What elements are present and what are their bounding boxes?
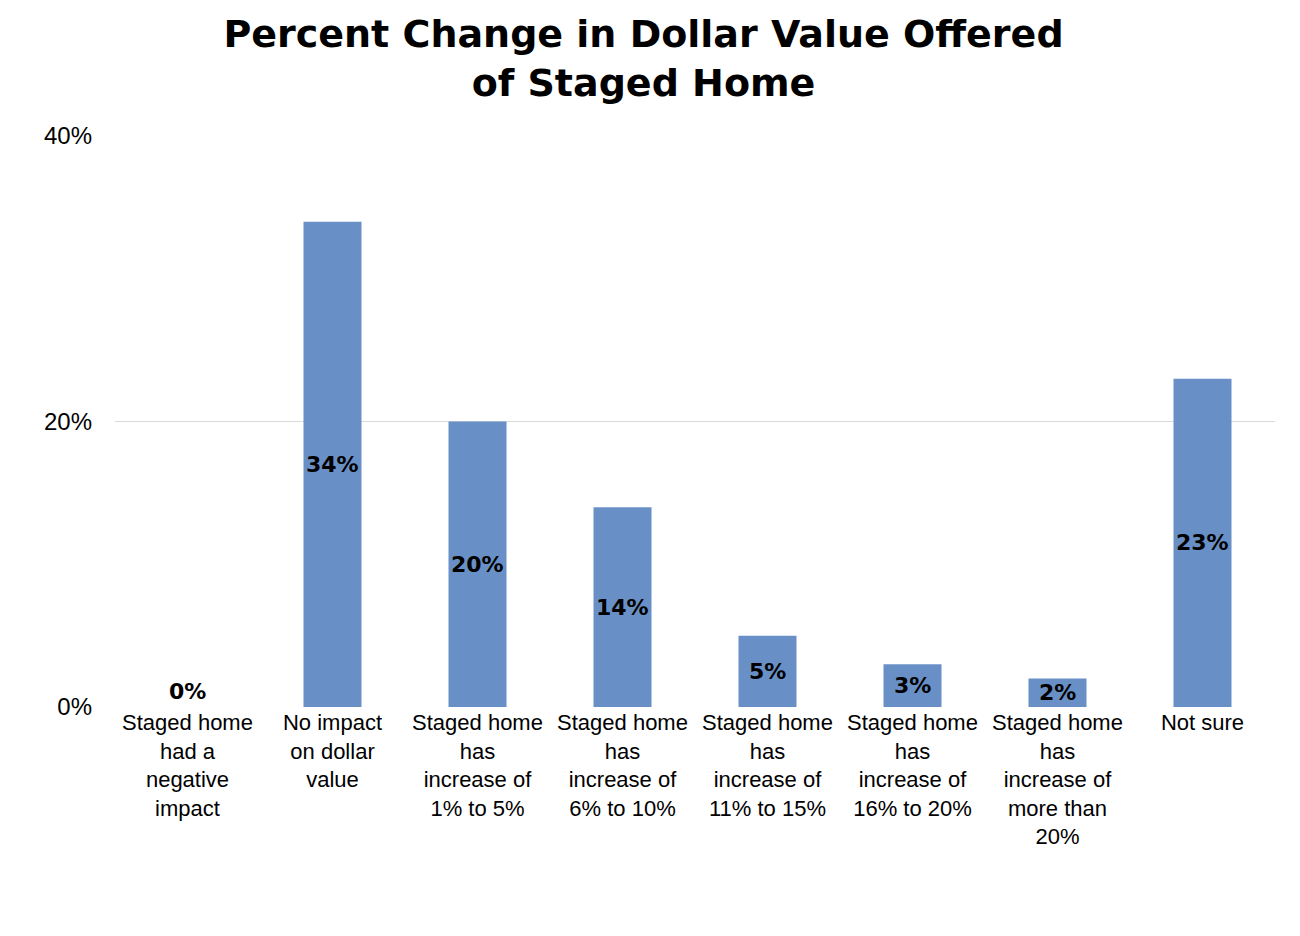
svg-text:23%: 23% [1176,530,1229,555]
svg-text:Staged homehasincrease of11% t: Staged homehasincrease of11% to 15% [702,710,833,821]
svg-text:34%: 34% [306,452,359,477]
svg-text:Staged homehad anegativeimpact: Staged homehad anegativeimpact [122,710,253,821]
svg-text:5%: 5% [749,659,786,684]
svg-text:14%: 14% [596,595,649,620]
svg-text:Staged homehasincrease of1% to: Staged homehasincrease of1% to 5% [412,710,543,821]
svg-text:0%: 0% [169,679,206,704]
svg-text:Percent Change in Dollar Value: Percent Change in Dollar Value Offeredof… [223,12,1063,105]
svg-text:Staged homehasincrease ofmore: Staged homehasincrease ofmore than20% [992,710,1123,849]
svg-text:20%: 20% [44,408,92,435]
svg-text:Not sure: Not sure [1161,710,1244,735]
svg-text:Staged homehasincrease of16% t: Staged homehasincrease of16% to 20% [847,710,978,821]
svg-text:20%: 20% [451,552,504,577]
svg-text:0%: 0% [57,693,92,720]
svg-text:No impacton dollarvalue: No impacton dollarvalue [283,710,382,792]
svg-text:Staged homehasincrease of6% to: Staged homehasincrease of6% to 10% [557,710,688,821]
svg-text:40%: 40% [44,122,92,149]
svg-text:3%: 3% [894,673,931,698]
svg-text:2%: 2% [1039,680,1076,705]
